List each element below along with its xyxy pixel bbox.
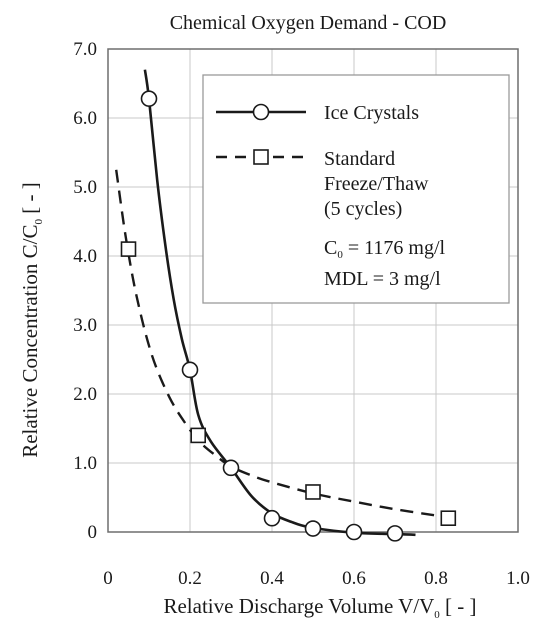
legend: Ice Crystals Standard Freeze/Thaw (5 cyc… — [202, 74, 510, 304]
ice-crystals-point — [386, 525, 404, 542]
x-tick-label: 0.6 — [342, 568, 366, 589]
x-axis-label-tail: [ - ] — [440, 594, 477, 618]
y-axis-label-sub: 0 — [33, 218, 45, 224]
y-tick-label: 4.0 — [73, 246, 97, 267]
x-tick-label: 0.2 — [178, 568, 202, 589]
series-standard-curve — [115, 169, 461, 520]
series-ice-crystals-points — [140, 90, 404, 542]
y-tick-label: 5.0 — [73, 177, 97, 198]
y-tick-label: 3.0 — [73, 315, 97, 336]
legend-std-marker — [253, 149, 269, 165]
standard-freeze-thaw-point — [190, 427, 206, 444]
ice-crystals-point — [181, 361, 199, 379]
legend-std-label-2: Freeze/Thaw — [324, 173, 429, 195]
legend-std-label-1: Standard — [324, 148, 395, 170]
y-axis-label: Relative Concentration C/C0 [ - ] — [18, 182, 45, 458]
y-axis-label-tail: [ - ] — [18, 182, 42, 219]
y-tick-label: 6.0 — [73, 108, 97, 129]
y-tick-label: 7.0 — [73, 39, 97, 60]
ice-crystals-point — [140, 90, 158, 107]
y-tick-labels: 0 1.0 2.0 3.0 4.0 5.0 6.0 7.0 — [73, 39, 97, 543]
x-axis-label-main: Relative Discharge Volume V/V — [163, 594, 434, 618]
x-axis-label-sub: 0 — [434, 609, 440, 621]
legend-ice-label: Ice Crystals — [324, 102, 419, 124]
x-tick-labels: 0 0.2 0.4 0.6 0.8 1.0 — [103, 568, 530, 589]
ice-crystals-point — [222, 459, 240, 477]
x-axis-label: Relative Discharge Volume V/V0 [ - ] — [163, 594, 476, 621]
legend-ice-marker — [252, 103, 270, 121]
x-tick-label: 1.0 — [506, 568, 530, 589]
ice-crystals-point — [304, 520, 322, 537]
standard-freeze-thaw-point — [120, 241, 137, 257]
x-tick-label: 0.8 — [424, 568, 448, 589]
annotation-c0-tail: = 1176 mg/l — [343, 237, 446, 259]
standard-freeze-thaw-point — [305, 484, 321, 500]
y-axis-label-main: Relative Concentration C/C — [18, 224, 42, 457]
chart-title: Chemical Oxygen Demand - COD — [170, 12, 447, 34]
annotation-c0-sub: 0 — [337, 249, 343, 261]
standard-freeze-thaw-point — [440, 510, 457, 527]
x-tick-label: 0.4 — [260, 568, 284, 589]
y-tick-label: 2.0 — [73, 384, 97, 405]
x-tick-label: 0 — [103, 568, 113, 589]
annotation-c0-main: C — [324, 237, 337, 259]
y-tick-label: 1.0 — [73, 453, 97, 474]
legend-std-label-3: (5 cycles) — [324, 198, 402, 220]
ice-crystals-point — [263, 509, 281, 527]
annotation-c0: C0 = 1176 mg/l — [324, 237, 445, 261]
annotation-mdl: MDL = 3 mg/l — [324, 268, 441, 290]
ice-crystals-point — [345, 523, 363, 541]
y-tick-label: 0 — [88, 522, 98, 543]
series-standard-points — [120, 241, 457, 527]
